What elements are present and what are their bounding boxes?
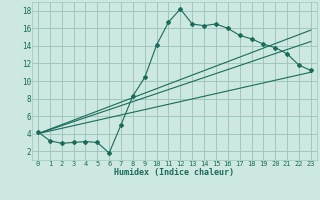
X-axis label: Humidex (Indice chaleur): Humidex (Indice chaleur) bbox=[115, 168, 234, 177]
